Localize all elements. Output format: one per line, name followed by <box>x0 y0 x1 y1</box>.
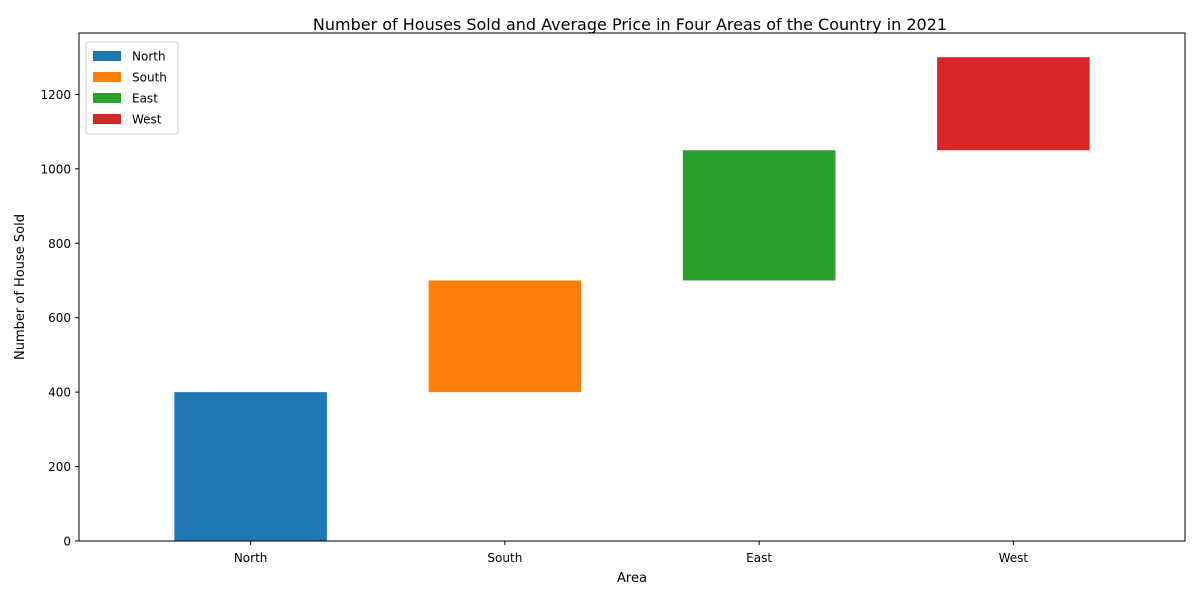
y-tick-label: 400 <box>48 386 71 400</box>
legend-swatch-south <box>93 72 121 82</box>
bar-west <box>937 57 1090 151</box>
legend-label-east: East <box>132 92 158 106</box>
y-axis-ticks: 0 200 400 600 800 1000 1200 <box>40 88 79 549</box>
y-tick-label: 1000 <box>40 162 71 176</box>
legend: North South East West <box>85 41 179 135</box>
bar-south <box>428 280 582 393</box>
legend-swatch-north <box>93 51 121 61</box>
y-tick-label: 1200 <box>40 88 71 102</box>
legend-label-west: West <box>132 113 162 127</box>
y-tick-label: 0 <box>63 535 71 549</box>
x-axis-ticks: North South East West <box>234 541 1029 565</box>
legend-swatch-east <box>93 93 121 103</box>
legend-label-south: South <box>132 71 167 85</box>
y-axis-label: Number of House Sold <box>13 214 28 360</box>
x-tick-label: North <box>234 551 268 565</box>
bar-east <box>682 150 836 281</box>
x-tick-label: East <box>746 551 772 565</box>
x-tick-label: South <box>487 551 522 565</box>
legend-label-north: North <box>132 50 166 64</box>
chart-title: Number of Houses Sold and Average Price … <box>313 15 947 34</box>
bar-north <box>174 392 327 541</box>
y-tick-label: 800 <box>48 237 71 251</box>
bars-layer <box>174 57 1090 541</box>
legend-swatch-west <box>93 114 121 124</box>
y-tick-label: 600 <box>48 311 71 325</box>
x-tick-label: West <box>999 551 1029 565</box>
plot-frame <box>78 32 1186 542</box>
x-axis-label: Area <box>617 571 647 586</box>
legend-frame <box>85 41 179 135</box>
y-tick-label: 200 <box>48 460 71 474</box>
